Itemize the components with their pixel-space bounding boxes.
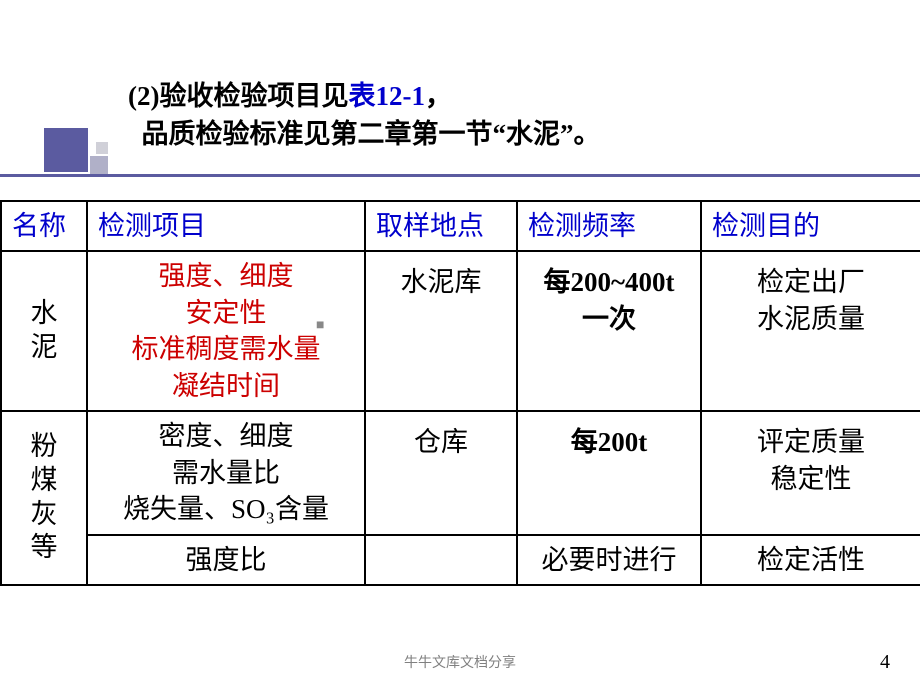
name-char: 灰 (31, 499, 58, 529)
slide-title: (2)验收检验项目见表12-1， 品质检验标准见第二章第一节“水泥”。 (128, 78, 601, 154)
cell-items-flyash: 密度、细度 需水量比 烧失量、SO₃含量 (87, 411, 365, 534)
title-line1-c: ， (425, 81, 452, 111)
cell-purpose-flyash2: 检定活性 (701, 535, 920, 585)
cell-purpose-flyash: 评定质量 稳定性 (701, 411, 920, 534)
cell-purpose-cement: 检定出厂 水泥质量 (701, 251, 920, 411)
header-name: 名称 (1, 201, 87, 251)
page-number: 4 (880, 651, 890, 674)
item-line: 安定性 (186, 298, 267, 328)
item-line: 烧失量、SO₃含量 (123, 494, 329, 524)
name-char: 水 (31, 298, 58, 328)
center-marker: ■ (316, 318, 324, 334)
cell-freq-cement: 每200~400t 一次 (517, 251, 701, 411)
purpose-line: 评定质量 (757, 427, 865, 457)
header-location: 取样地点 (365, 201, 517, 251)
cell-location-flyash2 (365, 535, 517, 585)
table-row: 强度比 必要时进行 检定活性 (1, 535, 920, 585)
cell-location-cement: 水泥库 (365, 251, 517, 411)
decor-big-square (44, 128, 88, 172)
footer-text: 牛牛文库文档分享 (0, 652, 920, 672)
item-line: 密度、细度 (159, 421, 294, 451)
name-char: 泥 (31, 332, 58, 362)
cell-location-flyash: 仓库 (365, 411, 517, 534)
purpose-line: 水泥质量 (757, 304, 865, 334)
item-line: 凝结时间 (172, 371, 280, 401)
title-line1-a: 验收检验项目见 (159, 81, 348, 111)
purpose-line: 稳定性 (771, 464, 852, 494)
cell-name-flyash: 粉 煤 灰 等 (1, 411, 87, 585)
table-header-row: 名称 检测项目 取样地点 检测频率 检测目的 (1, 201, 920, 251)
cell-freq-flyash2: 必要时进行 (517, 535, 701, 585)
cell-items-flyash2: 强度比 (87, 535, 365, 585)
cell-name-cement: 水 泥 (1, 251, 87, 411)
purpose-line: 检定出厂 (757, 267, 865, 297)
item-line: 需水量比 (172, 458, 280, 488)
header-frequency: 检测频率 (517, 201, 701, 251)
decor-small-square-2 (96, 142, 108, 154)
decor-small-square-1 (90, 156, 108, 174)
table-row: 粉 煤 灰 等 密度、细度 需水量比 烧失量、SO₃含量 仓库 每200t 评定… (1, 411, 920, 534)
freq-line: 每200t (571, 427, 648, 457)
name-char: 粉 (31, 431, 58, 461)
title-table-ref: 表12-1 (348, 81, 425, 111)
purpose-line: 检定活性 (757, 545, 865, 575)
table-row: 水 泥 强度、细度 安定性 标准稠度需水量 凝结时间 水泥库 每200~400t… (1, 251, 920, 411)
name-char: 等 (31, 532, 58, 562)
decor-horizontal-bar (0, 174, 920, 177)
freq-line: 每200~400t (543, 267, 674, 297)
freq-line: 一次 (582, 304, 636, 334)
freq-line: 必要时进行 (542, 545, 677, 575)
inspection-table: 名称 检测项目 取样地点 检测频率 检测目的 水 泥 强度、细度 安定性 (0, 200, 920, 586)
item-line: 标准稠度需水量 (132, 334, 321, 364)
title-line2: 品质检验标准见第二章第一节“水泥”。 (142, 119, 601, 149)
corner-decoration (44, 128, 114, 180)
inspection-table-container: 名称 检测项目 取样地点 检测频率 检测目的 水 泥 强度、细度 安定性 (0, 200, 920, 586)
title-prefix: (2) (128, 81, 159, 111)
name-char: 煤 (31, 465, 58, 495)
header-purpose: 检测目的 (701, 201, 920, 251)
cell-freq-flyash: 每200t (517, 411, 701, 534)
header-item: 检测项目 (87, 201, 365, 251)
item-line: 强度、细度 (159, 261, 294, 291)
item-line: 强度比 (186, 545, 267, 575)
